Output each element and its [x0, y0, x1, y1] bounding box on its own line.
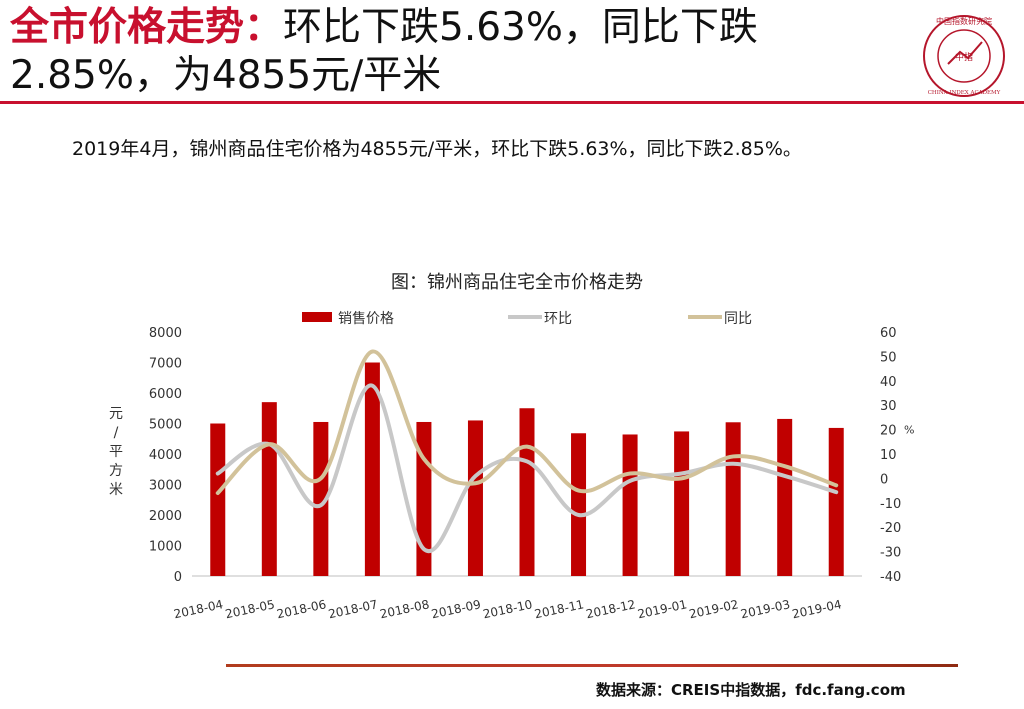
right-tick-label: 30 — [880, 399, 897, 414]
x-tick-label: 2019-04 — [791, 597, 843, 621]
price-bar — [261, 402, 277, 576]
x-tick-label: 2019-01 — [636, 597, 688, 621]
price-bar — [571, 433, 587, 576]
price-bar — [210, 423, 226, 576]
x-tick-label: 2018-09 — [430, 597, 482, 621]
x-tick-label: 2018-05 — [224, 597, 276, 621]
summary-text: 2019年4月，锦州商品住宅价格为4855元/平米，环比下跌5.63%，同比下跌… — [72, 138, 802, 160]
right-tick-label: -30 — [880, 546, 901, 561]
left-tick-label: 8000 — [149, 326, 182, 341]
right-tick-label: 40 — [880, 375, 897, 390]
right-tick-label: 0 — [880, 472, 888, 487]
right-tick-label: 10 — [880, 448, 897, 463]
price-bar — [777, 418, 793, 576]
right-tick-label: 20 — [880, 424, 897, 439]
price-bar — [828, 427, 844, 576]
price-bar — [313, 421, 329, 576]
x-tick-label: 2018-04 — [172, 597, 224, 621]
logo-center-text: 中指 — [955, 51, 973, 63]
slide-headline: 全市价格走势：环比下跌5.63%，同比下跌2.85%，为4855元/平米 — [10, 4, 890, 100]
left-tick-label: 2000 — [149, 509, 182, 524]
logo-bottom-text: CHINA INDEX ACADEMY — [928, 90, 1001, 96]
price-bar — [364, 362, 380, 576]
china-index-academy-logo: 中国指数研究院 中指 CHINA INDEX ACADEMY — [923, 15, 1005, 97]
left-tick-label: 4000 — [149, 448, 182, 463]
data-source: 数据来源：CREIS中指数据，fdc.fang.com — [596, 681, 906, 699]
price-bar — [467, 420, 483, 576]
price-trend-chart: 图：锦州商品住宅全市价格走势销售价格 环比 同比 0 1000 2000 3000 4000 5… — [0, 255, 1024, 635]
yoy-line — [215, 349, 839, 496]
x-tick-label: 2018-10 — [482, 597, 534, 621]
x-tick-label: 2019-03 — [739, 597, 791, 621]
price-bar — [725, 422, 741, 576]
left-axis-label-char: 方 — [109, 463, 123, 479]
right-tick-label: 50 — [880, 350, 897, 365]
footer-divider — [226, 664, 958, 667]
legend-label: 销售价格 — [338, 311, 394, 327]
price-bar — [519, 408, 535, 576]
logo-top-text: 中国指数研究院 — [936, 16, 992, 26]
price-bar — [622, 434, 638, 576]
right-tick-label: -20 — [880, 521, 901, 536]
headline-black-part: 环比下跌5.63%，同比下跌2.85%，为4855元/平米 — [10, 5, 758, 98]
chart-title: 图：锦州商品住宅全市价格走势 — [391, 272, 643, 293]
x-tick-label: 2018-08 — [379, 597, 431, 621]
left-tick-label: 6000 — [149, 387, 182, 402]
left-axis-label-char: / — [113, 425, 119, 441]
x-tick-label: 2018-07 — [327, 597, 379, 621]
left-tick-label: 0 — [174, 570, 182, 585]
legend-label: 环比 — [544, 311, 572, 327]
right-tick-label: 60 — [880, 326, 897, 341]
left-axis-label-char: 平 — [109, 444, 123, 460]
mom-line — [215, 383, 839, 554]
right-tick-label: -40 — [880, 570, 901, 585]
title-divider — [0, 101, 1024, 104]
legend-swatch-bar — [302, 312, 332, 322]
left-tick-label: 1000 — [149, 540, 182, 555]
x-tick-label: 2018-12 — [585, 597, 637, 621]
x-tick-label: 2018-06 — [276, 597, 328, 621]
left-axis-label: 元 / 平方米 — [106, 405, 126, 500]
x-tick-label: 2018-11 — [533, 597, 585, 621]
headline-red-part: 全市价格走势： — [10, 5, 284, 50]
left-tick-label: 3000 — [149, 479, 182, 494]
left-axis-label-char: 米 — [109, 482, 123, 498]
legend-label: 同比 — [724, 311, 752, 327]
left-tick-label: 5000 — [149, 418, 182, 433]
left-tick-label: 7000 — [149, 357, 182, 372]
price-bar — [674, 431, 690, 576]
right-tick-label: -10 — [880, 497, 901, 512]
left-axis-label-char: 元 — [109, 406, 123, 422]
x-tick-label: 2019-02 — [688, 597, 740, 621]
right-axis-unit: % — [904, 424, 914, 437]
